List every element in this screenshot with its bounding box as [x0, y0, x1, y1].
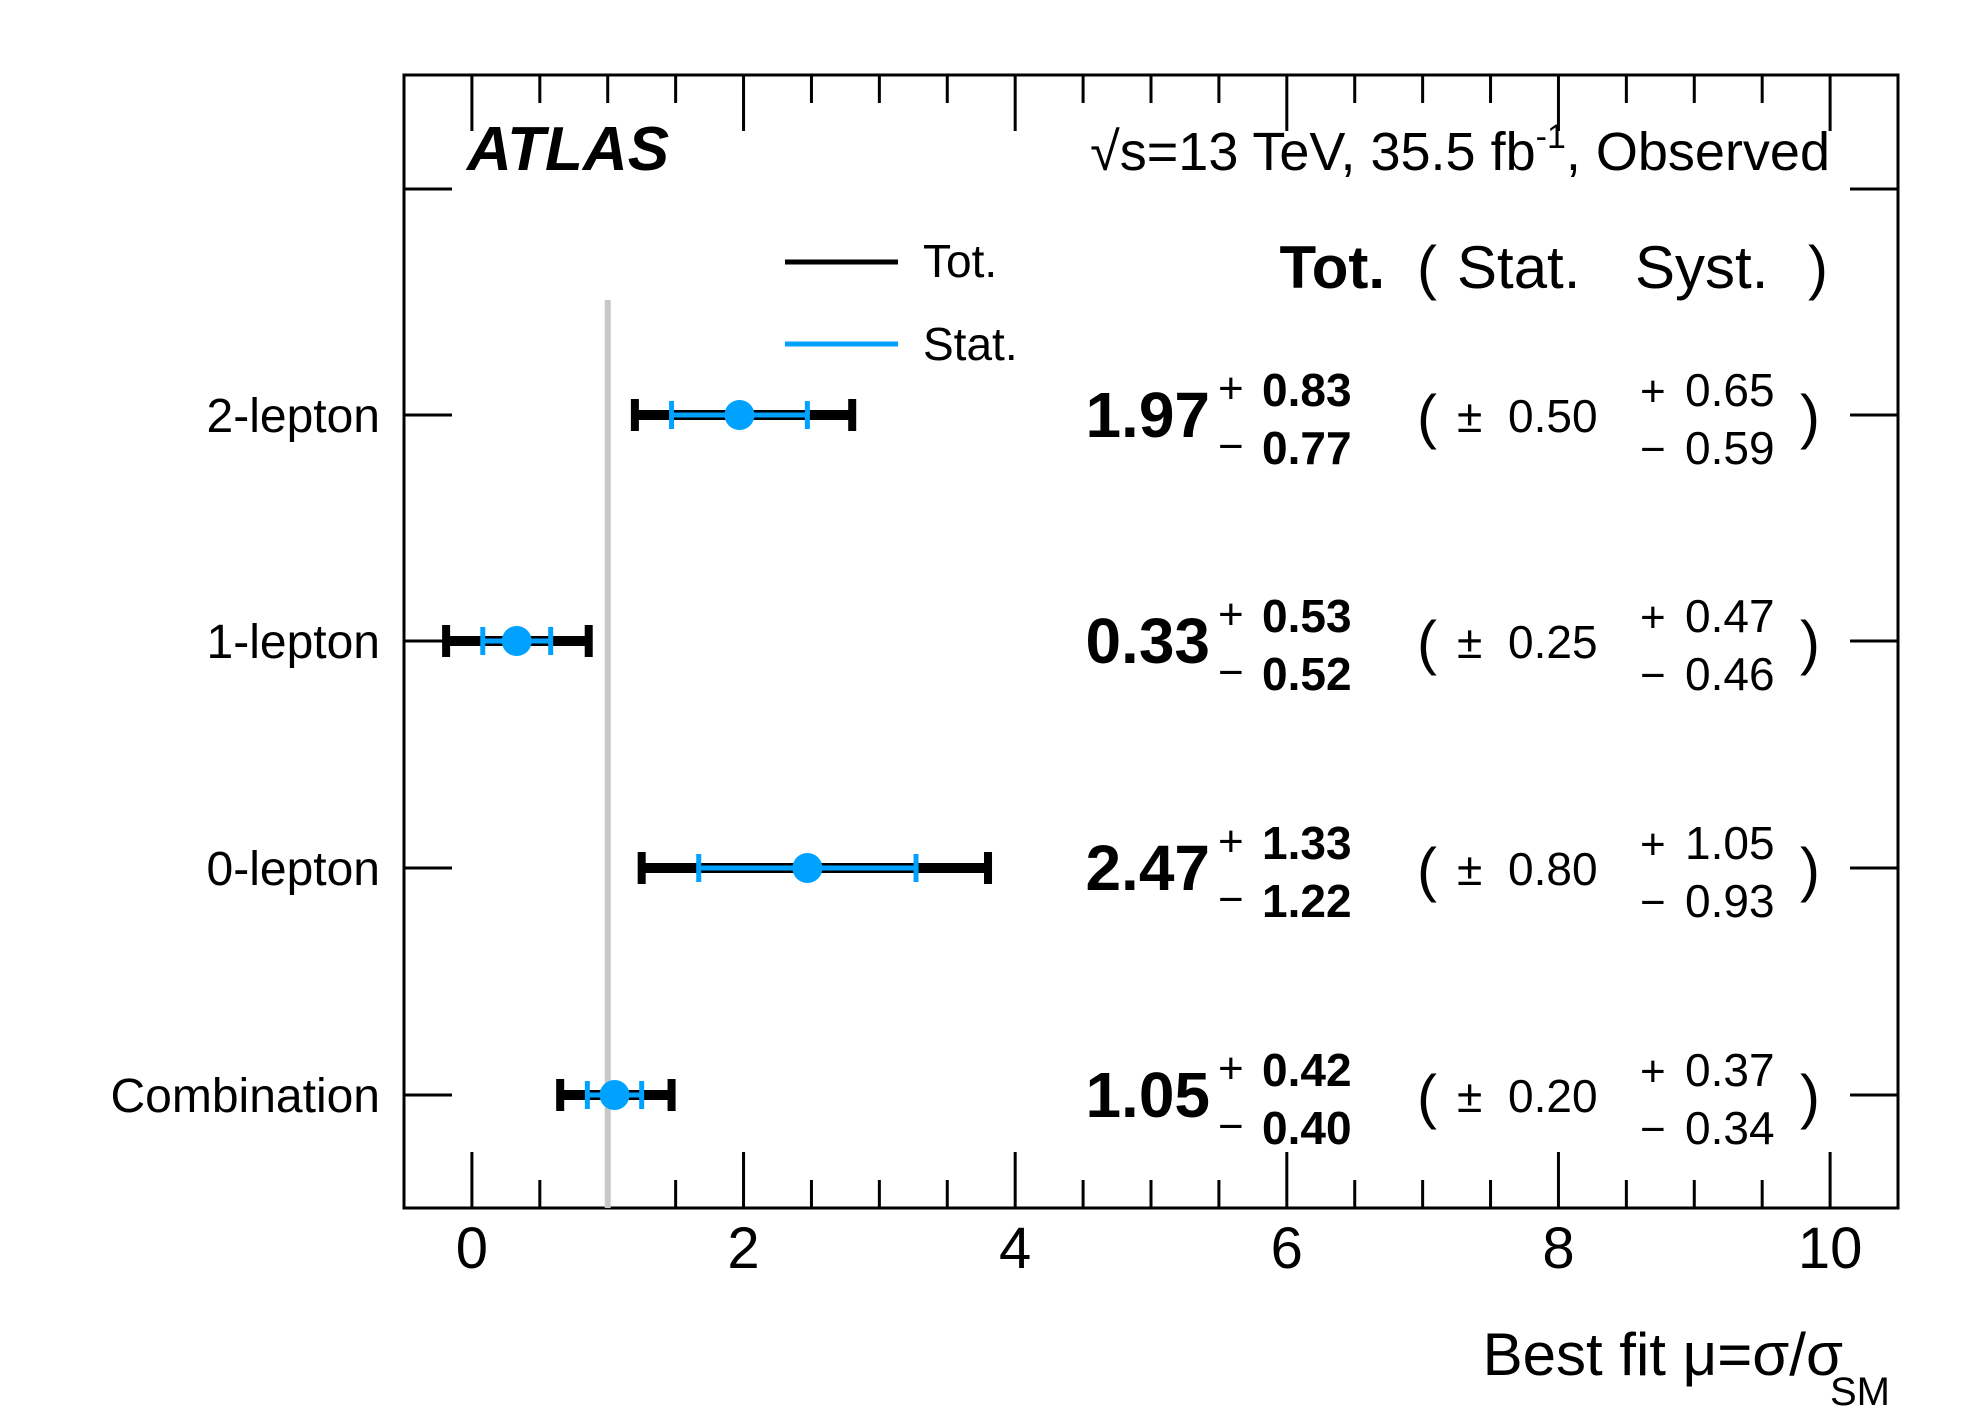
x-axis-label-subscript: SM	[1830, 1370, 1890, 1414]
syst-up-error: 0.37	[1685, 1044, 1775, 1096]
total-up-error: 0.83	[1262, 364, 1352, 416]
syst-up-error: 1.05	[1685, 817, 1775, 869]
syst-minus-sign: −	[1640, 1105, 1666, 1154]
stat-error: 0.50	[1508, 390, 1598, 442]
syst-down-error: 0.34	[1685, 1102, 1775, 1154]
x-tick-label: 6	[1271, 1216, 1303, 1281]
category-label: 2-lepton	[207, 390, 380, 443]
minus-sign: −	[1218, 1102, 1244, 1151]
x-tick-label: 0	[456, 1216, 488, 1281]
best-fit-value: 0.33	[1085, 605, 1210, 677]
luminosity-superscript: -1	[1536, 118, 1566, 156]
header-close-paren: )	[1808, 234, 1828, 301]
best-fit-point	[599, 1080, 630, 1110]
row-2-lepton: 2-lepton 1.97 +−0.830.77(±0.50 +−0.650.59)	[207, 364, 1820, 474]
syst-minus-sign: −	[1640, 425, 1666, 474]
minus-sign: −	[1218, 422, 1244, 471]
syst-plus-sign: +	[1640, 593, 1666, 642]
legend-label-stat: Stat.	[923, 318, 1018, 370]
syst-minus-sign: −	[1640, 651, 1666, 700]
header-syst: Syst.	[1635, 234, 1768, 301]
x-tick-label: 8	[1542, 1216, 1574, 1281]
stat-error: 0.20	[1508, 1070, 1598, 1122]
plus-sign: +	[1218, 364, 1244, 413]
total-up-error: 1.33	[1262, 817, 1352, 869]
close-paren: )	[1800, 836, 1820, 903]
syst-plus-sign: +	[1640, 820, 1666, 869]
syst-plus-sign: +	[1640, 1047, 1666, 1096]
energy-suffix: , Observed	[1566, 122, 1830, 182]
syst-down-error: 0.46	[1685, 648, 1775, 700]
x-tick-label: 2	[727, 1216, 759, 1281]
open-paren: (	[1417, 1063, 1437, 1130]
open-paren: (	[1417, 609, 1437, 676]
axis-ticks	[402, 75, 1900, 1208]
stat-error: 0.25	[1508, 616, 1598, 668]
close-paren: )	[1800, 609, 1820, 676]
category-label: 0-lepton	[207, 843, 380, 896]
syst-minus-sign: −	[1640, 878, 1666, 927]
sqrt-symbol: √	[1090, 122, 1120, 182]
total-down-error: 0.40	[1262, 1102, 1352, 1154]
energy-label: √s=13 TeV, 35.5 fb-1, Observed	[1090, 118, 1830, 182]
plus-minus-sign: ±	[1457, 616, 1482, 668]
minus-sign: −	[1218, 875, 1244, 924]
x-axis-label: Best fit μ=σ/σ	[1483, 1321, 1843, 1388]
energy-prefix: s=13 TeV, 35.5 fb	[1120, 122, 1536, 182]
category-label: 1-lepton	[207, 616, 380, 669]
total-up-error: 0.53	[1262, 590, 1352, 642]
syst-up-error: 0.65	[1685, 364, 1775, 416]
legend-label-total: Tot.	[923, 235, 997, 287]
syst-up-error: 0.47	[1685, 590, 1775, 642]
close-paren: )	[1800, 1063, 1820, 1130]
total-up-error: 0.42	[1262, 1044, 1352, 1096]
open-paren: (	[1417, 383, 1437, 450]
syst-down-error: 0.59	[1685, 422, 1775, 474]
best-fit-value: 2.47	[1085, 832, 1210, 904]
total-down-error: 1.22	[1262, 875, 1352, 927]
plus-minus-sign: ±	[1457, 843, 1482, 895]
close-paren: )	[1800, 383, 1820, 450]
atlas-label: ATLAS	[465, 115, 669, 184]
x-tick-label: 4	[999, 1216, 1031, 1281]
row-1-lepton: 1-lepton 0.33 +−0.530.52(±0.25 +−0.470.46)	[207, 590, 1820, 700]
header-total: Tot.	[1280, 234, 1386, 301]
total-down-error: 0.77	[1262, 422, 1352, 474]
syst-down-error: 0.93	[1685, 875, 1775, 927]
best-fit-point	[724, 400, 755, 430]
category-label: Combination	[111, 1070, 380, 1123]
plus-sign: +	[1218, 1044, 1244, 1093]
plus-sign: +	[1218, 590, 1244, 639]
stat-error: 0.80	[1508, 843, 1598, 895]
open-paren: (	[1417, 836, 1437, 903]
total-down-error: 0.52	[1262, 648, 1352, 700]
best-fit-point	[501, 626, 532, 656]
row-0-lepton: 0-lepton 2.47 +−1.331.22(±0.80 +−1.050.93)	[207, 817, 1820, 927]
header-stat: Stat.	[1457, 234, 1580, 301]
minus-sign: −	[1218, 648, 1244, 697]
x-tick-labels: 0 2 4 6 8 10	[456, 1216, 1863, 1281]
result-rows: 2-lepton 1.97 +−0.830.77(±0.50 +−0.650.59)1…	[111, 364, 1820, 1154]
plus-minus-sign: ±	[1457, 1070, 1482, 1122]
plus-minus-sign: ±	[1457, 390, 1482, 442]
best-fit-point	[792, 853, 823, 883]
syst-plus-sign: +	[1640, 367, 1666, 416]
plus-sign: +	[1218, 817, 1244, 866]
best-fit-value: 1.05	[1085, 1059, 1210, 1131]
row-combination: Combination 1.05 +−0.420.40(±0.20 +−0.370.3…	[111, 1044, 1820, 1154]
header-open-paren: (	[1417, 234, 1437, 301]
x-tick-label: 10	[1798, 1216, 1863, 1281]
best-fit-value: 1.97	[1085, 379, 1210, 451]
